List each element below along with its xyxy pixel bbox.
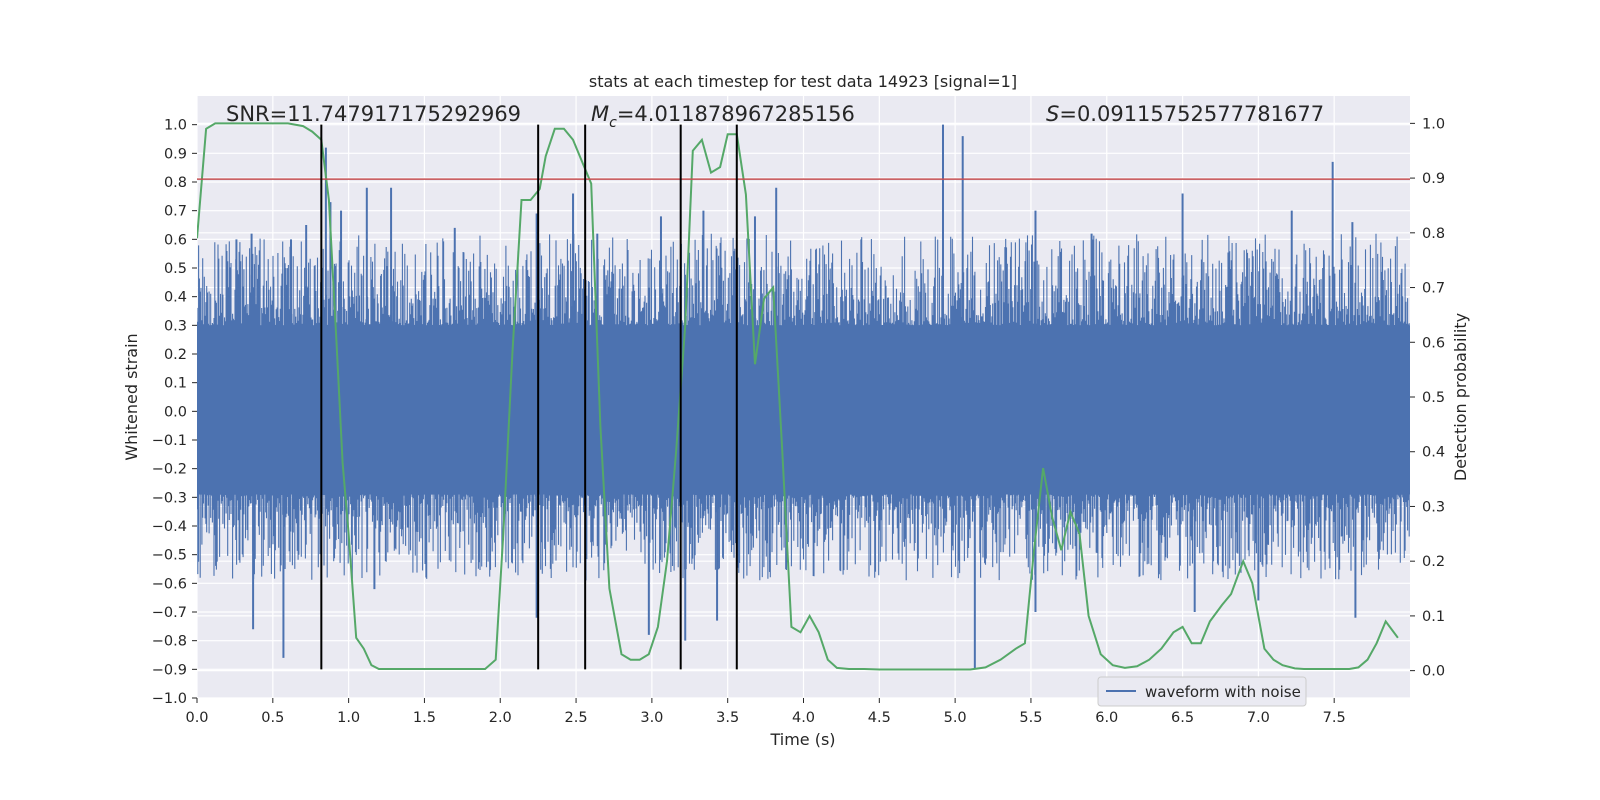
chirp-mass-value: =4.011878967285156 [617, 102, 855, 126]
y-left-tick-label-16: −0.6 [152, 576, 187, 592]
y-right-tick-label-6: 0.4 [1422, 445, 1445, 461]
y-right-tick-label-0: 1.0 [1422, 116, 1445, 132]
y-left-tick-label-6: 0.4 [164, 290, 187, 306]
s-value: =0.09115752577781677 [1059, 102, 1324, 126]
y-left-tick-label-10: 0.0 [164, 404, 187, 420]
probability-line [197, 122, 1399, 671]
x-tick-label-6: 3.0 [640, 710, 663, 726]
y-right-tick-label-7: 0.3 [1422, 499, 1445, 515]
x-tick-label-13: 6.5 [1171, 710, 1194, 726]
x-tick-label-3: 1.5 [413, 710, 436, 726]
y-left-tick-label-5: 0.5 [164, 261, 187, 277]
y-left-tick-label-0: 1.0 [164, 118, 187, 134]
chirp-mass-annotation: Mc=4.011878967285156 [591, 102, 855, 131]
y-left-tick-label-7: 0.3 [164, 318, 187, 334]
y-right-tick-label-2: 0.8 [1422, 226, 1445, 242]
s-statistic-annotation: S=0.09115752577781677 [1046, 102, 1324, 126]
y-right-tick-label-5: 0.5 [1422, 390, 1445, 406]
y-left-tick-label-17: −0.7 [152, 605, 187, 621]
y-left-tick-label-15: −0.5 [152, 548, 187, 564]
y-right-axis-label: Detection probability [1451, 313, 1470, 481]
chirp-mass-symbol: M [591, 102, 609, 126]
x-tick-label-1: 0.5 [261, 710, 284, 726]
y-left-tick-label-13: −0.3 [152, 490, 187, 506]
y-right-tick-label-1: 0.9 [1422, 171, 1445, 187]
x-tick-label-15: 7.5 [1323, 710, 1346, 726]
y-left-tick-label-9: 0.1 [164, 376, 187, 392]
chirp-mass-subscript: c [609, 115, 617, 131]
y-left-tick-label-18: −0.8 [152, 634, 187, 650]
legend: waveform with noise [1097, 676, 1307, 707]
y-left-tick-label-3: 0.7 [164, 204, 187, 220]
y-left-tick-label-8: 0.2 [164, 347, 187, 363]
x-tick-label-10: 5.0 [944, 710, 967, 726]
legend-box [1097, 676, 1307, 707]
y-left-tick-label-19: −0.9 [152, 662, 187, 678]
waveform-series [197, 124, 1410, 670]
y-left-tick-label-11: −0.1 [152, 433, 187, 449]
x-tick-label-0: 0.0 [185, 710, 208, 726]
y-left-tick-label-14: −0.4 [152, 519, 187, 535]
x-axis-label: Time (s) [769, 730, 835, 749]
y-left-tick-label-1: 0.9 [164, 146, 187, 162]
y-left-axis-ticks: 1.0 0.9 0.8 0.7 0.6 0.5 0.4 0.3 0.2 0.1 0.0 −0.1 −0.… [152, 118, 197, 707]
waveform-noise [197, 233, 1410, 581]
y-right-tick-label-3: 0.7 [1422, 281, 1445, 297]
chart-title: stats at each timestep for test data 149… [589, 72, 1017, 91]
y-left-tick-label-4: 0.6 [164, 232, 187, 248]
y-right-axis-ticks: 1.0 0.9 0.8 0.7 0.6 0.5 0.4 0.3 0.2 0.1 0.0 [1410, 116, 1445, 680]
s-symbol: S [1046, 102, 1059, 126]
snr-annotation: SNR=11.747917175292969 [226, 102, 521, 126]
y-left-axis-label: Whitened strain [122, 333, 141, 460]
x-tick-label-9: 4.5 [868, 710, 891, 726]
y-right-tick-label-10: 0.0 [1422, 664, 1445, 680]
x-tick-label-2: 1.0 [337, 710, 360, 726]
y-right-tick-label-9: 0.1 [1422, 609, 1445, 625]
y-left-tick-label-12: −0.2 [152, 462, 187, 478]
x-tick-label-5: 2.5 [565, 710, 588, 726]
x-tick-label-7: 3.5 [716, 710, 739, 726]
x-axis-ticks: 0.0 0.5 1.0 1.5 2.0 2.5 3.0 3.5 4.0 4.5 5.0 5.5 6.0 6… [185, 698, 1346, 726]
y-right-tick-label-8: 0.2 [1422, 554, 1445, 570]
legend-label: waveform with noise [1145, 683, 1301, 701]
x-tick-label-11: 5.5 [1019, 710, 1042, 726]
x-tick-label-4: 2.0 [489, 710, 512, 726]
y-right-tick-label-4: 0.6 [1422, 335, 1445, 351]
y-left-tick-label-20: −1.0 [152, 691, 187, 707]
detection-markers [320, 124, 738, 670]
x-tick-label-8: 4.0 [792, 710, 815, 726]
x-tick-label-14: 7.0 [1247, 710, 1270, 726]
y-left-tick-label-2: 0.8 [164, 175, 187, 191]
x-tick-label-12: 6.0 [1095, 710, 1118, 726]
